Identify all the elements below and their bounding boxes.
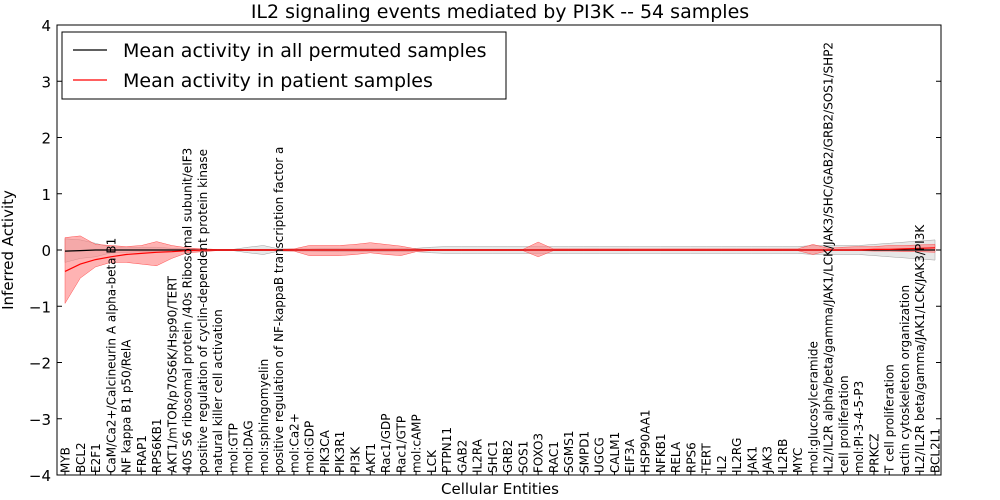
y-axis-label: Inferred Activity: [0, 190, 17, 310]
y-tick-label: 4: [41, 17, 51, 35]
x-tick-label: T cell proliferation: [883, 364, 897, 474]
series-line-patient: [64, 247, 936, 272]
legend: Mean activity in all permuted samples Me…: [61, 31, 507, 100]
x-tick-label: RELA: [669, 441, 683, 473]
y-tick-label: 2: [41, 130, 51, 148]
x-tick-label: PRKCZ: [867, 434, 881, 473]
x-tick-label: mol:glucosylceramide: [806, 341, 820, 473]
y-tick-label: 3: [41, 73, 51, 91]
x-tick-label: MYB: [59, 447, 73, 473]
y-tick-label: 0: [41, 242, 51, 260]
y-tick-labels: −4 −3 −2 −1 0 1 2 3 4: [29, 17, 941, 485]
x-axis-label: Cellular Entities: [441, 480, 559, 498]
x-tick-label: UGCG: [593, 437, 607, 473]
series-lines: [64, 247, 936, 272]
x-tick-label: mol:GTP: [226, 423, 240, 473]
x-tick-label: SOS1: [516, 441, 530, 473]
x-tick-label: AKT1/mTOR/p70S6K/Hsp90/TERT: [165, 275, 179, 473]
plot-frame: [56, 24, 942, 476]
x-tick-label: MYC: [791, 448, 805, 473]
legend-label-permuted: Mean activity in all permuted samples: [123, 40, 486, 62]
x-tick-label: SHC1: [486, 440, 500, 473]
y-tick-label: −1: [29, 298, 51, 316]
x-tick-labels: MYB BCL2 E2F1 CaM/Ca2+/Calcineurin A alpha-…: [59, 42, 943, 475]
x-tick-label: positive regulation of NF-kappaB transcr…: [272, 147, 286, 473]
x-tick-label: E2F1: [89, 443, 103, 473]
x-tick-label: RAC1: [547, 441, 561, 473]
chart-title: IL2 signaling events mediated by PI3K --…: [251, 1, 749, 23]
x-tick-label: mol:GDP: [303, 421, 317, 473]
x-tick-label: mol:DAG: [242, 420, 256, 473]
x-tick-label: AKT1: [364, 443, 378, 473]
x-tick-label: JAK1: [745, 446, 759, 474]
x-tick-label: mol:PI-3-4-5-P3: [852, 381, 866, 473]
x-tick-label: BCL2: [74, 442, 88, 473]
x-tick-label: RPS6KB1: [150, 418, 164, 473]
x-tick-label: EIF3A: [623, 438, 637, 473]
x-tick-label: 40S S6 ribosomal protein /40s Ribosomal …: [181, 148, 195, 473]
x-tick-label: JAK3: [761, 446, 775, 474]
x-tick-label: mol:sphingomyelin: [257, 359, 271, 473]
x-tick-label: IL2: [715, 455, 729, 473]
y-tick-label: −2: [29, 355, 51, 373]
x-tick-label: IL2RG: [730, 438, 744, 474]
x-tick-label: IL2/IL2R alpha/beta/gamma/JAK1/LCK/JAK3/…: [822, 42, 836, 473]
x-tick-label: IL2RB: [776, 439, 790, 473]
x-tick-label: PIK3R1: [333, 431, 347, 473]
x-tick-label: BCL2L1: [929, 428, 943, 473]
x-tick-label: Rac1/GTP: [394, 416, 408, 473]
x-tick-label: GRB2: [501, 439, 515, 473]
x-tick-label: TERT: [700, 443, 714, 474]
x-tick-label: natural killer cell activation: [211, 309, 225, 473]
x-tick-label: CALM1: [608, 432, 622, 473]
x-tick-label: PI3K: [349, 446, 363, 473]
x-tick-label: NFKB1: [654, 433, 668, 473]
x-tick-label: positive regulation of cyclin-dependent …: [196, 149, 210, 473]
x-tick-label: FOXO3: [532, 433, 546, 473]
x-tick-label: HSP90AA1: [639, 409, 653, 473]
x-tick-label: PTPN11: [440, 427, 454, 473]
x-tick-label: FRAP1: [135, 435, 149, 473]
legend-box: [61, 31, 507, 100]
x-tick-label: mol:cAMP: [410, 414, 424, 473]
x-tick-label: PIK3CA: [318, 429, 332, 473]
y-tick-label: 1: [41, 186, 51, 204]
x-tick-label: SMPD1: [577, 431, 591, 473]
x-tick-label: GAB2: [455, 440, 469, 473]
x-tick-label: LCK: [425, 449, 439, 473]
x-tick-label: CaM/Ca2+/Calcineurin A alpha-beta B1: [104, 238, 118, 473]
legend-label-patient: Mean activity in patient samples: [123, 70, 433, 92]
x-tick-label: Rac1/GDP: [379, 413, 393, 472]
x-tick-label: SGMS1: [562, 430, 576, 473]
x-tick-label: cell proliferation: [837, 375, 851, 473]
y-tick-label: −3: [29, 411, 51, 429]
x-tick-label: actin cytoskeleton organization: [898, 285, 912, 473]
x-tick-label: IL2/IL2R beta/gamma/JAK1/LCK/JAK3/PI3K: [913, 224, 927, 473]
x-tick-label: IL2RA: [471, 438, 485, 473]
x-tick-label: RPS6: [684, 442, 698, 473]
x-tick-label: NF kappa B1 p50/RelA: [120, 339, 134, 473]
x-tick-label: mol:Ca2+: [287, 413, 301, 473]
y-tick-label: −4: [29, 467, 51, 485]
